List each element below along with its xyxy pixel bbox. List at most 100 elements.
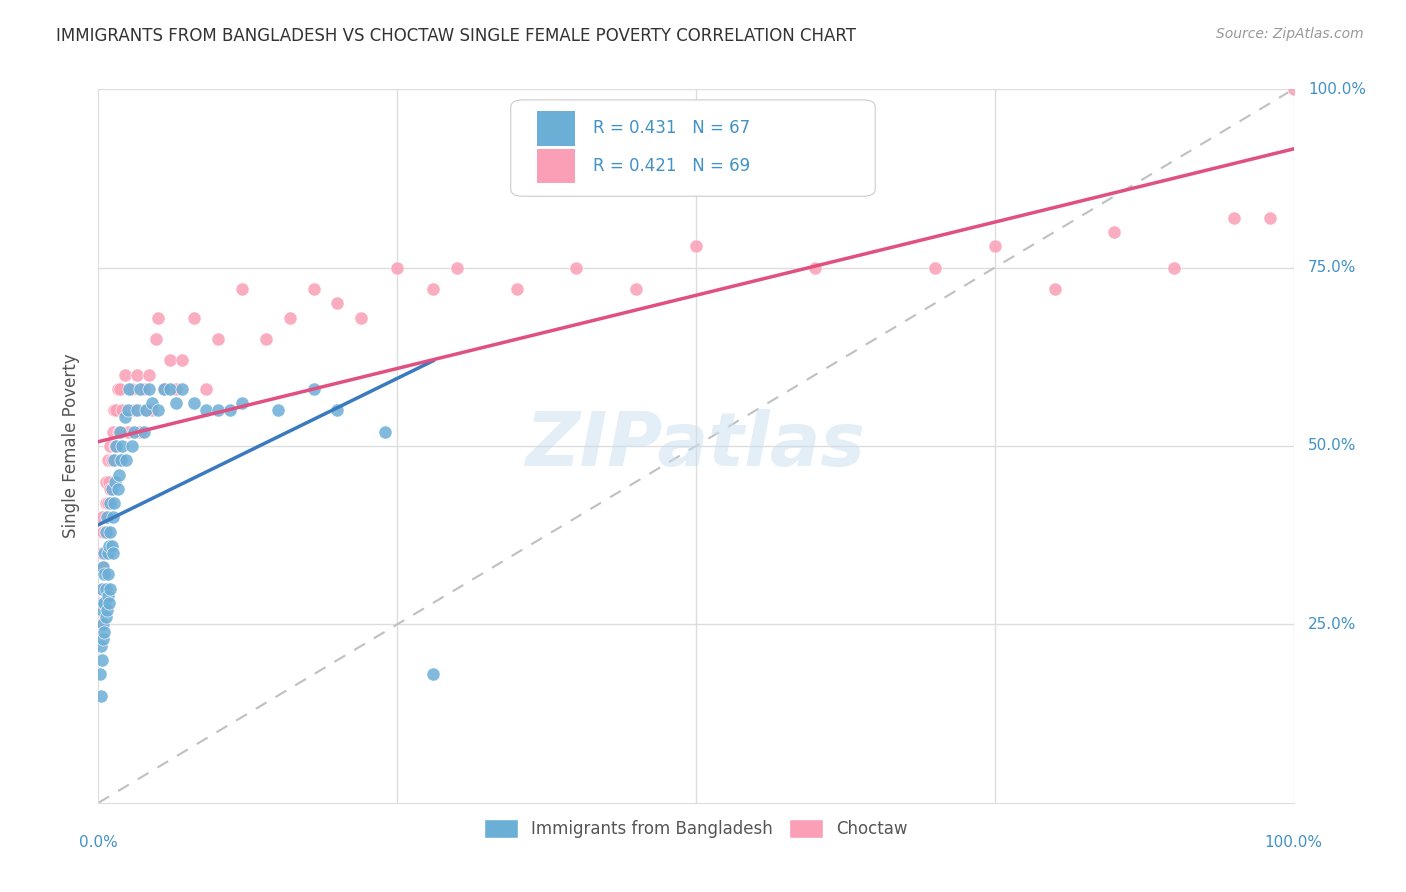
- Point: [91, 596, 114, 610]
- Point: [172, 353, 194, 368]
- Point: [141, 403, 163, 417]
- Y-axis label: Single Female Poverty: Single Female Poverty: [62, 354, 80, 538]
- Point: [278, 310, 301, 325]
- Point: [96, 603, 118, 617]
- Point: [231, 396, 253, 410]
- Point: [138, 368, 160, 382]
- Point: [302, 382, 325, 396]
- Point: [207, 403, 229, 417]
- Point: [91, 582, 114, 596]
- Point: [100, 453, 122, 467]
- Point: [94, 582, 117, 596]
- Text: 100.0%: 100.0%: [1264, 835, 1323, 850]
- FancyBboxPatch shape: [537, 149, 575, 184]
- Point: [1043, 282, 1066, 296]
- Text: 75.0%: 75.0%: [1308, 260, 1357, 275]
- Text: ZIPatlas: ZIPatlas: [526, 409, 866, 483]
- Point: [195, 403, 218, 417]
- Point: [129, 382, 152, 396]
- Point: [101, 546, 124, 560]
- Point: [90, 617, 112, 632]
- Point: [141, 396, 163, 410]
- Point: [138, 382, 160, 396]
- Point: [121, 439, 143, 453]
- Point: [626, 282, 648, 296]
- Point: [97, 496, 120, 510]
- Point: [98, 539, 121, 553]
- Point: [98, 496, 122, 510]
- Point: [93, 546, 115, 560]
- Point: [1163, 260, 1185, 275]
- Point: [125, 368, 148, 382]
- Point: [422, 282, 444, 296]
- Point: [98, 524, 122, 539]
- Point: [172, 382, 194, 396]
- Point: [101, 425, 124, 439]
- Point: [1258, 211, 1281, 225]
- Point: [1282, 82, 1305, 96]
- Point: [98, 582, 122, 596]
- Point: [104, 475, 127, 489]
- Point: [124, 403, 146, 417]
- Point: [1223, 211, 1246, 225]
- Text: 50.0%: 50.0%: [1308, 439, 1357, 453]
- Point: [94, 475, 117, 489]
- Point: [118, 382, 141, 396]
- Point: [446, 260, 468, 275]
- Point: [231, 282, 253, 296]
- Point: [93, 582, 115, 596]
- Point: [132, 382, 155, 396]
- Point: [984, 239, 1007, 253]
- Point: [94, 496, 117, 510]
- Point: [96, 510, 118, 524]
- Point: [98, 475, 121, 489]
- Point: [97, 453, 120, 467]
- Point: [105, 439, 128, 453]
- Point: [115, 453, 138, 467]
- Point: [165, 382, 187, 396]
- Point: [89, 596, 111, 610]
- Point: [103, 496, 125, 510]
- Point: [98, 439, 122, 453]
- Point: [111, 439, 134, 453]
- Point: [374, 425, 396, 439]
- Point: [135, 403, 157, 417]
- Point: [90, 546, 112, 560]
- Text: IMMIGRANTS FROM BANGLADESH VS CHOCTAW SINGLE FEMALE POVERTY CORRELATION CHART: IMMIGRANTS FROM BANGLADESH VS CHOCTAW SI…: [56, 27, 856, 45]
- Point: [117, 425, 139, 439]
- Point: [93, 624, 115, 639]
- Point: [100, 539, 122, 553]
- Point: [91, 510, 114, 524]
- Point: [148, 310, 170, 325]
- Point: [153, 382, 176, 396]
- Point: [135, 403, 157, 417]
- Point: [100, 482, 122, 496]
- Point: [91, 617, 114, 632]
- Point: [506, 282, 529, 296]
- Point: [326, 403, 349, 417]
- Point: [685, 239, 707, 253]
- Text: 0.0%: 0.0%: [79, 835, 118, 850]
- Point: [91, 632, 114, 646]
- Point: [90, 639, 112, 653]
- Point: [90, 689, 112, 703]
- Point: [91, 603, 114, 617]
- Point: [108, 382, 131, 396]
- Point: [91, 653, 114, 667]
- Point: [103, 403, 125, 417]
- Point: [94, 524, 117, 539]
- Text: 25.0%: 25.0%: [1308, 617, 1357, 632]
- Point: [254, 332, 277, 346]
- Point: [565, 260, 588, 275]
- Point: [159, 382, 181, 396]
- Text: R = 0.421   N = 69: R = 0.421 N = 69: [593, 157, 751, 175]
- Point: [91, 582, 114, 596]
- Point: [93, 596, 115, 610]
- Point: [114, 368, 136, 382]
- Point: [159, 353, 181, 368]
- Point: [91, 560, 114, 574]
- Legend: Immigrants from Bangladesh, Choctaw: Immigrants from Bangladesh, Choctaw: [478, 812, 914, 845]
- Point: [107, 482, 129, 496]
- Point: [107, 425, 129, 439]
- Point: [107, 467, 129, 482]
